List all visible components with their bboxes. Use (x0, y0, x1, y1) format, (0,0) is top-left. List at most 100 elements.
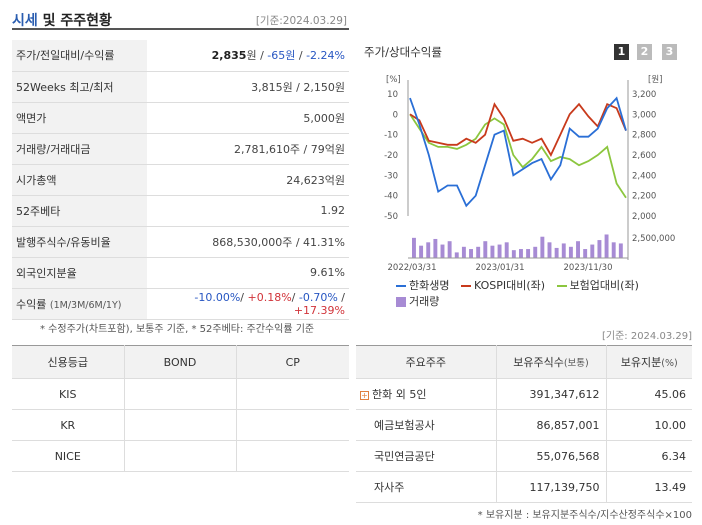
price-row-label: 52Weeks 최고/최저 (12, 71, 147, 103)
price-row-label: 시가총액 (12, 164, 147, 196)
volume-bar (568, 246, 573, 258)
holders-reference-date: [기준: 2024.03.29] (601, 331, 692, 342)
returns-value: -10.00%/ +0.18%/ -0.70% / +17.39% (147, 288, 349, 320)
volume-bar (483, 241, 488, 258)
chart-page-1-button[interactable]: 1 (614, 44, 629, 60)
volume-bar (469, 249, 473, 258)
holder-row: 자사주 117,139,750 13.49 (356, 471, 692, 503)
holder-name-cell: + 한화 외 5인 (356, 378, 496, 410)
volume-bar (461, 246, 466, 258)
chart-legend: 한화생명 KOSPI대비(좌) 보험업대비(좌) 거래량 (396, 278, 652, 310)
volume-bar (419, 245, 424, 258)
holder-shares: 86,857,001 (495, 409, 606, 441)
holder-shares: 55,076,568 (495, 440, 606, 472)
volume-bar (426, 242, 431, 258)
legend-insurance-swatch (556, 285, 567, 287)
right-unit: [원] (648, 75, 662, 85)
y-left-tick: 10 (387, 90, 398, 100)
holder-pct: 6.34 (605, 440, 692, 472)
y-right-tick: 2,200 (632, 192, 656, 202)
returns-label: 수익률 (1M/3M/6M/1Y) (12, 288, 147, 320)
y-left-tick: -50 (384, 212, 398, 222)
legend-volume-swatch (396, 297, 406, 307)
credit-bond (123, 409, 236, 441)
volume-bar (454, 252, 459, 258)
holder-pct: 10.00 (605, 409, 692, 441)
holders-footnote: * 보유지분 : 보유지분주식수/지수산정주식수×100 (477, 510, 692, 521)
price-row: 액면가 5,000원 (12, 102, 349, 134)
volume-bar (440, 244, 445, 258)
holders-header-shares: 보유주식수(보통) (495, 345, 606, 379)
price-row-label: 발행주식수/유동비율 (12, 226, 147, 258)
volume-bar (597, 240, 602, 258)
volume-bar (519, 249, 523, 258)
x-tick: 2022/03/31 (388, 263, 437, 273)
volume-bar (526, 249, 531, 258)
x-tick: 2023/01/31 (476, 263, 525, 273)
major-shareholders-table: 주요주주 보유주식수(보통) 보유지분(%) + 한화 외 5인 391,347,6… (356, 345, 692, 503)
holder-name: 한화 외 5인 (372, 388, 427, 401)
volume-bar (547, 242, 552, 258)
credit-header-cp: CP (235, 345, 349, 379)
series-line-2 (409, 113, 627, 199)
volume-bar (554, 247, 559, 258)
y-right-tick: 3,200 (632, 90, 656, 100)
volume-bar (497, 244, 502, 258)
credit-row: KIS (12, 378, 349, 410)
expand-plus-icon[interactable]: + (360, 391, 369, 400)
volume-bar (490, 245, 495, 258)
price-row-value: 2,781,610주 / 79억원 (147, 133, 349, 165)
price-row-label: 거래량/거래대금 (12, 133, 147, 165)
price-return-chart: [%] [원] 10 0 -10 -20 -30 -40 -50 3,200 3,000 2,800 2… (384, 75, 675, 273)
holder-name: 자사주 (374, 481, 405, 494)
price-row: 시가총액 24,623억원 (12, 164, 349, 196)
price-row-value: 2,835원 / -65원 / -2.24% (147, 40, 349, 72)
holders-header-name: 주요주주 (356, 345, 496, 379)
y-left-tick: -20 (384, 151, 398, 161)
section-header: 시세 및 주주현황 [기준:2024.03.29] (12, 8, 349, 30)
credit-header-bond: BOND (123, 345, 236, 379)
series-line-1 (409, 102, 627, 157)
volume-bar (618, 243, 623, 258)
volume-tick: 2,500,000 (632, 234, 675, 244)
chart-page-2-button[interactable]: 2 (637, 44, 652, 60)
legend-kospi: KOSPI대비(좌) (460, 278, 545, 294)
price-row: 외국인지분율 9.61% (12, 257, 349, 289)
credit-agency: KIS (12, 378, 124, 410)
volume-bar (412, 237, 416, 258)
holder-row: 국민연금공단 55,076,568 6.34 (356, 440, 692, 472)
x-tick: 2023/11/30 (564, 263, 613, 273)
price-row-value: 1.92 (147, 195, 349, 227)
price-row: 52주베타 1.92 (12, 195, 349, 227)
holder-row: + 한화 외 5인 391,347,612 45.06 (356, 378, 692, 410)
volume-bar (533, 246, 538, 258)
volume-bar (540, 236, 545, 258)
price-row-label: 주가/전일대비/수익률 (12, 40, 147, 72)
credit-agency: KR (12, 409, 124, 441)
chart-title: 주가/상대수익률 (364, 45, 442, 59)
volume-bar (433, 238, 438, 258)
legend-insurance: 보험업대비(좌) (556, 278, 639, 294)
credit-cp (235, 409, 349, 441)
credit-cp (235, 378, 349, 410)
holder-pct: 45.06 (605, 378, 692, 410)
price-row-label: 외국인지분율 (12, 257, 147, 289)
series-line-0 (409, 96, 627, 208)
price-row: 52Weeks 최고/최저 3,815원 / 2,150원 (12, 71, 349, 103)
chart-page-3-button[interactable]: 3 (662, 44, 677, 60)
volume-bar (561, 243, 566, 258)
price-row: 발행주식수/유동비율 868,530,000주 / 41.31% (12, 226, 349, 258)
credit-row: NICE (12, 440, 349, 472)
y-left-tick: 0 (393, 110, 398, 120)
holder-name-cell: 국민연금공단 (356, 440, 496, 472)
holder-shares: 391,347,612 (495, 378, 606, 410)
volume-bar (611, 242, 616, 258)
price-row-value: 868,530,000주 / 41.31% (147, 226, 349, 258)
volume-bar (504, 242, 509, 258)
returns-row: 수익률 (1M/3M/6M/1Y) -10.00%/ +0.18%/ -0.70%… (12, 288, 349, 320)
holder-name-cell: 자사주 (356, 471, 496, 503)
price-row: 주가/전일대비/수익률 2,835원 / -65원 / -2.24% (12, 40, 349, 72)
left-unit: [%] (386, 75, 401, 85)
volume-bar (583, 249, 588, 258)
legend-kospi-swatch (460, 285, 471, 287)
